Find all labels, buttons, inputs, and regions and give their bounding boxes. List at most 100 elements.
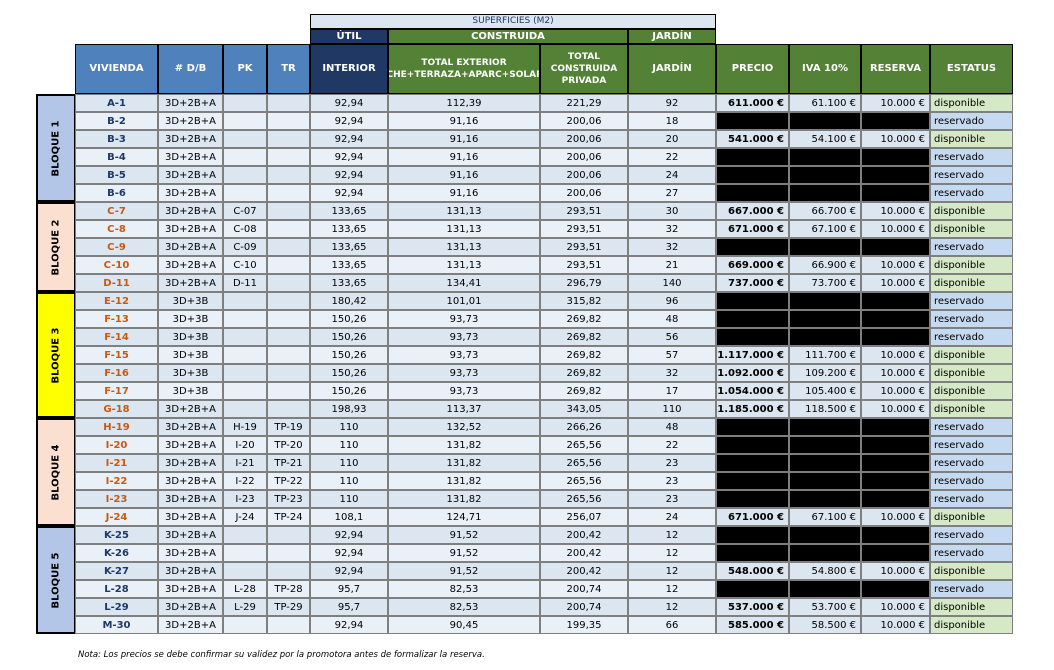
- cell-precio: [716, 328, 789, 346]
- cell-interior: 133,65: [310, 220, 388, 238]
- cell-tr: TP-20: [267, 436, 310, 454]
- cell-iva: 73.700 €: [789, 274, 861, 292]
- cell-exterior: 91,52: [388, 544, 540, 562]
- cell-precio: [716, 184, 789, 202]
- cell-jardin: 56: [628, 328, 716, 346]
- cell-pk: [223, 112, 267, 130]
- col-estatus: ESTATUS: [930, 44, 1013, 94]
- cell-pk: H-19: [223, 418, 267, 436]
- cell-interior: 92,94: [310, 616, 388, 634]
- cell-interior: 92,94: [310, 148, 388, 166]
- cell-tr: [267, 112, 310, 130]
- cell-pk: [223, 364, 267, 382]
- cell-construida: 200,06: [540, 166, 628, 184]
- cell-precio: 737.000 €: [716, 274, 789, 292]
- cell-exterior: 131,82: [388, 490, 540, 508]
- cell-db: 3D+3B: [158, 346, 223, 364]
- cell-jardin: 23: [628, 490, 716, 508]
- cell-tr: [267, 292, 310, 310]
- cell-construida: 265,56: [540, 436, 628, 454]
- bloque-label: BLOQUE 5: [36, 526, 75, 634]
- cell-interior: 92,94: [310, 562, 388, 580]
- cell-vivienda: A-1: [75, 94, 158, 112]
- cell-reserva: [861, 544, 930, 562]
- cell-vivienda: I-20: [75, 436, 158, 454]
- cell-tr: [267, 256, 310, 274]
- cell-jardin: 96: [628, 292, 716, 310]
- cell-vivienda: I-23: [75, 490, 158, 508]
- cell-db: 3D+3B: [158, 382, 223, 400]
- cell-reserva: [861, 310, 930, 328]
- col-interior: INTERIOR: [310, 44, 388, 94]
- cell-db: 3D+2B+A: [158, 220, 223, 238]
- cell-reserva: [861, 148, 930, 166]
- cell-tr: [267, 274, 310, 292]
- cell-exterior: 90,45: [388, 616, 540, 634]
- cell-tr: TP-19: [267, 418, 310, 436]
- cell-reserva: [861, 454, 930, 472]
- cell-precio: [716, 418, 789, 436]
- cell-jardin: 12: [628, 544, 716, 562]
- cell-construida: 269,82: [540, 364, 628, 382]
- cell-interior: 92,94: [310, 526, 388, 544]
- cell-exterior: 91,52: [388, 526, 540, 544]
- col-reserva: RESERVA: [861, 44, 930, 94]
- col-vivienda: VIVIENDA: [75, 44, 158, 94]
- cell-exterior: 93,73: [388, 328, 540, 346]
- cell-estatus: reservado: [930, 292, 1013, 310]
- cell-estatus: reservado: [930, 472, 1013, 490]
- cell-exterior: 93,73: [388, 364, 540, 382]
- cell-vivienda: F-16: [75, 364, 158, 382]
- col-iva: IVA 10%: [789, 44, 861, 94]
- cell-exterior: 131,13: [388, 256, 540, 274]
- cell-pk: [223, 148, 267, 166]
- cell-interior: 92,94: [310, 544, 388, 562]
- cell-exterior: 124,71: [388, 508, 540, 526]
- cell-db: 3D+2B+A: [158, 616, 223, 634]
- cell-tr: [267, 526, 310, 544]
- cell-db: 3D+2B+A: [158, 256, 223, 274]
- cell-reserva: 10.000 €: [861, 256, 930, 274]
- cell-vivienda: K-25: [75, 526, 158, 544]
- cell-jardin: 12: [628, 598, 716, 616]
- cell-pk: [223, 400, 267, 418]
- cell-tr: [267, 346, 310, 364]
- cell-iva: [789, 526, 861, 544]
- cell-pk: [223, 94, 267, 112]
- cell-tr: TP-23: [267, 490, 310, 508]
- cell-precio: 1.185.000 €: [716, 400, 789, 418]
- cell-vivienda: C-8: [75, 220, 158, 238]
- cell-exterior: 91,16: [388, 112, 540, 130]
- cell-exterior: 131,82: [388, 472, 540, 490]
- cell-jardin: 32: [628, 220, 716, 238]
- cell-tr: [267, 328, 310, 346]
- cell-estatus: disponible: [930, 364, 1013, 382]
- cell-tr: [267, 184, 310, 202]
- cell-construida: 200,06: [540, 112, 628, 130]
- cell-interior: 95,7: [310, 580, 388, 598]
- cell-pk: [223, 292, 267, 310]
- cell-pk: [223, 526, 267, 544]
- cell-reserva: [861, 526, 930, 544]
- cell-reserva: 10.000 €: [861, 616, 930, 634]
- cell-construida: 265,56: [540, 454, 628, 472]
- cell-tr: [267, 562, 310, 580]
- cell-iva: [789, 580, 861, 598]
- cell-pk: [223, 544, 267, 562]
- cell-tr: [267, 166, 310, 184]
- col-tr: TR: [267, 44, 310, 94]
- cell-exterior: 93,73: [388, 346, 540, 364]
- cell-iva: 66.700 €: [789, 202, 861, 220]
- cell-estatus: disponible: [930, 220, 1013, 238]
- cell-precio: 671.000 €: [716, 220, 789, 238]
- cell-db: 3D+2B+A: [158, 490, 223, 508]
- cell-exterior: 131,13: [388, 220, 540, 238]
- cell-reserva: 10.000 €: [861, 202, 930, 220]
- cell-interior: 150,26: [310, 346, 388, 364]
- cell-pk: [223, 310, 267, 328]
- cell-construida: 256,07: [540, 508, 628, 526]
- cell-interior: 92,94: [310, 112, 388, 130]
- cell-reserva: [861, 418, 930, 436]
- bloque-label: BLOQUE 2: [36, 202, 75, 292]
- cell-reserva: 10.000 €: [861, 598, 930, 616]
